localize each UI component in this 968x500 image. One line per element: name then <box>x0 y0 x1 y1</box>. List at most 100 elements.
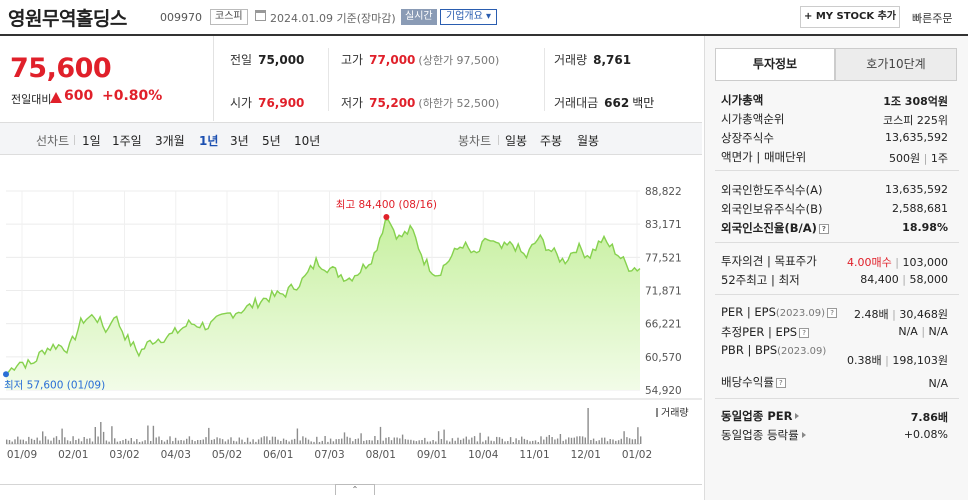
volume-bar <box>94 427 96 444</box>
volume-bar <box>540 436 542 444</box>
volume-bar <box>518 440 520 444</box>
volume-bar <box>451 438 454 444</box>
x-tick-label: 01/02 <box>622 449 652 461</box>
volume-bar <box>584 437 586 444</box>
volume-bar <box>332 441 335 444</box>
volume-bar <box>47 439 49 444</box>
price-summary: 75,600 전일대비 600 +0.80% <box>0 36 214 121</box>
volume-bar <box>39 440 41 444</box>
volume-bar <box>53 437 55 444</box>
volume-bar <box>194 441 196 444</box>
per-eps-value: 2.48배 | 30,468원 <box>854 308 948 321</box>
candle-monthly[interactable]: 월봉 <box>577 134 600 148</box>
volume-bar <box>72 436 74 444</box>
company-name[interactable]: 영원무역홀딩스 <box>8 8 127 30</box>
high-marker <box>383 213 390 220</box>
volume-bar <box>186 438 188 444</box>
sector-change-label[interactable]: 동일업종 등락률 <box>721 427 806 443</box>
volume-bar <box>122 440 124 444</box>
period-3month[interactable]: 3개월 <box>155 134 185 148</box>
chart-collapse-toggle[interactable]: ⌃ <box>335 484 375 495</box>
stat-high: 고가 77,000 (상한가 97,500) <box>341 53 500 67</box>
volume-bar <box>277 439 279 444</box>
volume-bar <box>150 441 152 444</box>
volume-bar <box>288 441 290 444</box>
period-3year[interactable]: 3년 <box>230 134 249 148</box>
volume-bar <box>365 440 368 444</box>
volume-bar <box>155 437 157 444</box>
tab-order-book[interactable]: 호가10단계 <box>835 48 957 81</box>
volume-bar <box>606 441 609 444</box>
help-icon[interactable]: ? <box>799 328 810 338</box>
stat-prev-close: 전일 75,000 <box>230 53 305 67</box>
volume-bar <box>233 440 235 444</box>
tab-investment-info[interactable]: 투자정보 <box>715 48 835 81</box>
x-axis-ticks: 01/09 02/01 03/02 04/03 05/02 06/01 07/03 08/01… <box>7 449 652 461</box>
volume-bar <box>396 437 398 444</box>
volume-bar <box>543 439 545 444</box>
help-icon[interactable]: ? <box>827 308 838 318</box>
volume-bar <box>80 441 83 444</box>
volume-bar <box>465 436 467 444</box>
volume-bar <box>22 439 24 444</box>
volume-bar <box>318 442 321 444</box>
help-icon[interactable]: ? <box>818 224 829 234</box>
par-unit-label: 액면가 | 매매단위 <box>721 150 807 164</box>
sector-per-label[interactable]: 동일업종 PER <box>721 408 800 424</box>
volume-bar <box>515 438 517 444</box>
realtime-button[interactable]: 실시간 <box>401 9 437 25</box>
volume-bar <box>291 439 293 444</box>
est-per-eps-value: N/A | N/A <box>898 325 948 338</box>
volume-bar <box>14 439 16 444</box>
base-date: 2024.01.09 기준(장마감) <box>270 12 396 25</box>
price-chart[interactable]: 88,822 83,171 77,521 71,871 66,221 60,570 54,9… <box>0 156 702 484</box>
y-tick-label: 54,920 <box>645 385 682 397</box>
add-my-stock-button[interactable]: + MY STOCK 추가 <box>800 6 900 28</box>
volume-bar <box>413 440 415 444</box>
price-change-percent: +0.80% <box>102 88 163 104</box>
help-icon[interactable]: ? <box>775 378 786 388</box>
volume-bar <box>269 440 271 444</box>
volume-bar <box>512 442 514 444</box>
period-10year[interactable]: 10년 <box>294 134 321 148</box>
volume-bar <box>111 426 113 444</box>
volume-bar <box>440 439 443 444</box>
volume-bar <box>235 441 238 444</box>
volume-bar <box>305 437 307 444</box>
foreign-hold-label: 외국인보유주식수(B) <box>721 202 823 216</box>
est-per-eps-label: 추정PER | EPS? <box>721 324 810 340</box>
volume-bar <box>114 438 116 444</box>
volume-bar <box>521 436 523 444</box>
company-overview-dropdown[interactable]: 기업개요 ▾ <box>440 9 497 25</box>
candle-daily[interactable]: 일봉 <box>505 134 528 148</box>
volume-bar <box>197 440 199 444</box>
chart-markers: 최고 84,400 (08/16) 최저 57,600 (01/09) <box>3 199 437 391</box>
period-1week[interactable]: 1주일 <box>112 134 142 148</box>
candle-weekly[interactable]: 주봉 <box>540 134 563 148</box>
volume-bar <box>202 439 204 444</box>
period-5year[interactable]: 5년 <box>262 134 281 148</box>
volume-bar <box>249 441 251 444</box>
quick-order-link[interactable]: 빠른주문 <box>912 12 953 25</box>
volume-bar <box>454 440 456 444</box>
change-label: 전일대비 <box>11 93 52 106</box>
low-label: 최저 57,600 (01/09) <box>4 379 105 391</box>
volume-bar <box>263 436 265 444</box>
volume-bar <box>260 437 263 444</box>
volume-bar <box>127 440 130 444</box>
volume-bar <box>144 440 146 444</box>
x-tick-label: 01/09 <box>7 449 37 461</box>
volume-bar <box>105 440 108 444</box>
volume-bar <box>188 436 191 444</box>
volume-bar <box>296 428 299 444</box>
stat-volume: 거래량 8,761 <box>554 53 632 67</box>
period-1year[interactable]: 1년 <box>199 134 219 148</box>
volume-bar <box>626 437 628 444</box>
period-1day[interactable]: 1일 <box>82 134 101 148</box>
stat-divider <box>328 48 329 111</box>
volume-bar <box>457 437 459 444</box>
line-chart-label: 선차트 <box>36 134 70 148</box>
volume-bar <box>343 432 346 444</box>
volume-bar <box>161 440 163 444</box>
volume-bar <box>487 436 490 444</box>
